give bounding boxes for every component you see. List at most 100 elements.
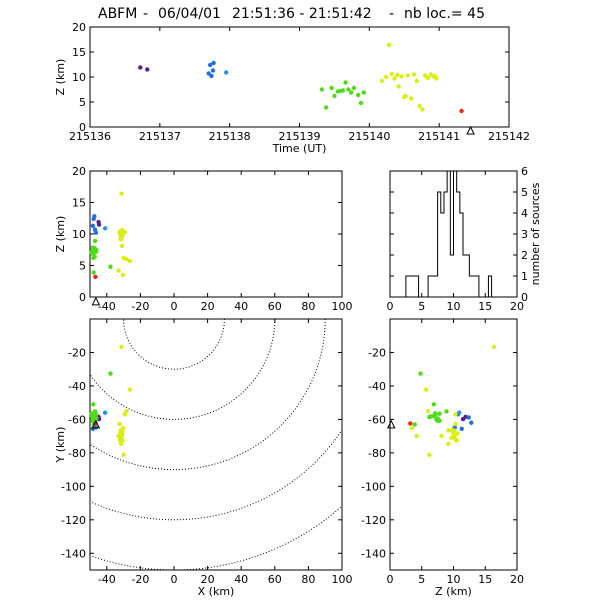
z-vs-x-ytick-label: 0 (79, 291, 86, 304)
panel-y-vs-z: 0 5 10 15 20 -140 -120 -100 -80 -60 -40 -20 Z (km) (361, 318, 524, 598)
z-vs-x-xtick-label: 80 (301, 300, 315, 313)
source-histogram-ytick-label: 5 (521, 186, 528, 199)
source-point (459, 108, 464, 114)
source-point (444, 409, 449, 414)
source-point (418, 371, 423, 376)
source-point (361, 90, 366, 95)
source-point (124, 408, 129, 414)
y-vs-x-xtick-label: 40 (234, 573, 248, 586)
y-vs-x-ytick-label: -80 (68, 447, 86, 460)
source-point (453, 412, 458, 417)
source-point (93, 274, 98, 280)
source-point (108, 264, 113, 269)
y-vs-z-ytick-label: -120 (361, 514, 386, 527)
z-vs-time-ytick-label: 0 (79, 121, 86, 134)
y-vs-x-xtick-label: -40 (98, 573, 116, 586)
source-point (431, 402, 437, 407)
y-vs-x-ylabel: Y (km) (54, 427, 67, 464)
source-histogram-ytick-label: 6 (521, 165, 528, 178)
source-point (399, 74, 404, 79)
source-point (423, 387, 429, 392)
source-histogram-ytick-label: 1 (521, 270, 528, 283)
y-vs-x-ytick-label: -60 (68, 413, 86, 426)
source-point (91, 251, 96, 256)
z-vs-x-frame (89, 170, 343, 298)
source-point (121, 255, 126, 261)
source-point (358, 100, 364, 106)
panel-y-vs-x: -40 -20 0 20 40 60 80 100 -140 -120 -100 -80 -60 -40 -… (54, 318, 353, 598)
source-point (437, 411, 442, 416)
station-marker (91, 296, 101, 306)
svg-text:-: - (143, 6, 148, 22)
source-point (117, 230, 123, 235)
source-point (223, 70, 229, 75)
source-point (417, 103, 422, 109)
source-point (408, 421, 413, 426)
z-vs-x-xtick-label: 0 (171, 300, 178, 313)
title-date: 06/04/01 (158, 6, 221, 22)
source-point (412, 422, 417, 427)
source-point (323, 105, 329, 110)
source-point (207, 62, 213, 68)
source-histogram-ytick-label: 4 (521, 207, 528, 220)
z-vs-time-xtick-label: 215140 (348, 130, 390, 143)
source-point (120, 272, 126, 278)
source-point (383, 74, 389, 80)
source-point (455, 431, 460, 436)
source-point (452, 435, 457, 441)
source-point (351, 85, 357, 91)
range-contours (90, 319, 342, 570)
source-point (319, 87, 325, 92)
source-point (145, 67, 150, 72)
z-vs-x-ytick-label: 15 (72, 197, 86, 210)
y-vs-z-xlabel: Z (km) (435, 585, 472, 598)
source-point (414, 433, 419, 439)
histogram-outline (390, 170, 517, 298)
y-vs-z-ytick-label: -20 (368, 346, 386, 359)
z-vs-x-ytick-label: 20 (72, 165, 86, 178)
y-vs-x-frame (89, 318, 343, 571)
source-point (92, 245, 97, 251)
source-point (457, 410, 462, 415)
source-histogram-ylabel: number of sources (529, 182, 542, 285)
source-histogram-ytick-label: 0 (521, 291, 528, 304)
source-point (96, 222, 102, 227)
title-nb-value: 45 (467, 6, 485, 22)
y-vs-z-ytick-label: -40 (368, 380, 386, 393)
source-point (122, 412, 127, 417)
z-vs-x-ytick-label: 5 (79, 260, 86, 273)
source-histogram-xtick-label: 10 (447, 300, 461, 313)
y-vs-z-xtick-label: 20 (510, 573, 524, 586)
y-vs-z-xtick-label: 0 (387, 573, 394, 586)
source-point (392, 76, 397, 81)
z-vs-x-ytick-label: 10 (72, 228, 86, 241)
source-point (119, 243, 125, 249)
source-histogram-xtick-label: 20 (510, 300, 524, 313)
station-marker (386, 419, 396, 429)
source-point (211, 60, 216, 66)
source-point (439, 433, 444, 438)
source-point (435, 416, 440, 421)
y-vs-z-ytick-label: -140 (361, 547, 386, 560)
y-vs-z-xtick-label: 10 (447, 573, 461, 586)
source-point (116, 268, 121, 273)
source-histogram-ytick-label: 3 (521, 228, 528, 241)
z-vs-time-xtick-label: 215138 (209, 130, 251, 143)
source-point (410, 425, 415, 431)
source-point (102, 410, 108, 415)
title-nb-label: nb loc.= (404, 6, 463, 22)
source-point (120, 428, 125, 433)
source-point (379, 78, 385, 84)
station-marker (91, 419, 101, 429)
y-vs-x-ytick-label: -140 (61, 547, 86, 560)
y-vs-z-xtick-label: 15 (478, 573, 492, 586)
source-point (118, 441, 124, 447)
source-point (409, 96, 414, 101)
source-point (91, 270, 96, 275)
source-point (119, 344, 124, 349)
z-vs-x-xtick-label: -40 (98, 300, 116, 313)
z-vs-time-frame (89, 26, 510, 128)
source-point (425, 408, 431, 414)
